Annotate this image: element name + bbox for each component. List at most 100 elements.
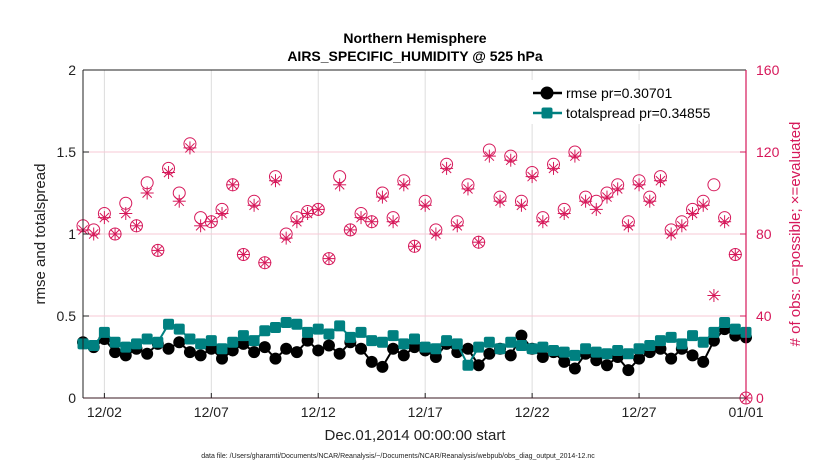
evaluated-obs-marker [386,215,400,229]
totalspread-point [473,341,485,353]
totalspread-point [430,343,442,355]
evaluated-obs-marker [536,215,550,229]
rmse-point [686,349,699,362]
totalspread-point [687,330,699,342]
evaluated-obs-marker [375,190,389,204]
evaluated-obs-marker [301,207,315,220]
evaluated-obs-marker [579,194,593,208]
totalspread-point [227,336,239,348]
evaluated-obs-marker [600,190,614,204]
evaluated-obs-marker [258,256,272,270]
evaluated-obs-marker [108,227,122,241]
evaluated-obs-marker [696,198,710,212]
totalspread-point [98,326,110,338]
totalspread-point [729,323,741,335]
rmse-point [355,342,368,355]
totalspread-point [633,343,645,355]
evaluated-obs-marker [172,194,186,208]
totalspread-point [355,326,367,338]
totalspread-point [88,340,100,352]
rmse-point [312,344,325,357]
totalspread-point [665,331,677,343]
totalspread-point [676,338,688,350]
x-tick-label: 12/27 [622,404,657,420]
y-left-tick-label: 1.5 [57,144,77,160]
evaluated-obs-marker [461,182,475,196]
totalspread-point [184,333,196,345]
rmse-point [269,352,282,365]
rmse-point [472,359,485,372]
axes: 12/02 12/07 12/12 12/17 12/22 12/27 01/0100.51… [57,62,780,420]
totalspread-point [398,338,410,350]
totalspread-point [697,336,709,348]
legend-totalspread-label: totalspread pr=0.34855 [566,105,711,121]
rmse-point [333,347,346,360]
evaluated-obs-marker [611,182,625,196]
evaluated-obs-marker [718,215,732,229]
totalspread-point [387,330,399,342]
evaluated-obs-marker [365,215,379,229]
totalspread-point [376,336,388,348]
totalspread-point [462,359,474,371]
evaluated-obs-marker [664,227,678,241]
evaluated-obs-marker [268,174,282,188]
totalspread-point [366,335,378,347]
evaluated-obs-marker [151,243,165,257]
totalspread-point [205,335,217,347]
evaluated-obs-marker [675,219,689,233]
evaluated-obs-marker [632,178,646,192]
evaluated-obs-marker [322,252,336,266]
evaluated-obs-marker [215,207,229,220]
y-right-tick-label: 120 [756,144,780,160]
x-tick-label: 12/07 [194,404,229,420]
totalspread-point [719,317,731,329]
legend-totalspread-marker [541,107,553,119]
error-series [77,317,752,377]
totalspread-point [141,333,153,345]
evaluated-obs-marker [514,198,528,212]
evaluated-obs-marker [236,248,250,261]
y-right-tick-label: 40 [756,308,772,324]
rmse-point [141,347,154,360]
legend: rmse pr=0.30701 totalspread pr=0.34855 [528,80,738,124]
x-tick-label: 12/17 [408,404,443,420]
evaluated-obs-marker [204,215,218,229]
rmse-point [194,349,207,362]
totalspread-point [654,335,666,347]
evaluated-obs-marker [311,202,325,216]
evaluated-obs-marker [643,194,657,208]
totalspread-point [526,343,538,355]
rmse-point [622,364,635,377]
rmse-point [258,341,271,354]
evaluated-obs-marker [397,178,411,192]
totalspread-point [451,338,463,350]
totalspread-point [708,326,720,338]
rmse-point [568,362,581,375]
y-right-tick-label: 80 [756,226,772,242]
totalspread-point [590,346,602,358]
evaluated-obs-marker [440,161,454,175]
evaluated-obs-marker [525,170,539,184]
totalspread-point [441,335,453,347]
evaluated-obs-marker [226,178,240,192]
totalspread-point [601,348,613,360]
totalspread-point [280,317,292,329]
evaluated-obs-marker [194,219,208,233]
evaluated-obs-marker [290,215,304,229]
evaluated-obs-marker [279,231,293,245]
legend-rmse-label: rmse pr=0.30701 [566,85,672,101]
evaluated-obs-marker [354,211,368,225]
rmse-point [365,355,378,368]
totalspread-point [237,330,249,342]
totalspread-point [409,333,420,345]
y-left-tick-label: 0 [68,390,76,406]
rmse-point [109,346,122,359]
obs-count-markers [76,137,753,405]
chart-title-line1: Northern Hemisphere [343,30,486,46]
x-tick-label: 12/02 [87,404,122,420]
evaluated-obs-marker [493,194,507,208]
rmse-point [483,347,496,360]
rmse-point [397,349,410,362]
